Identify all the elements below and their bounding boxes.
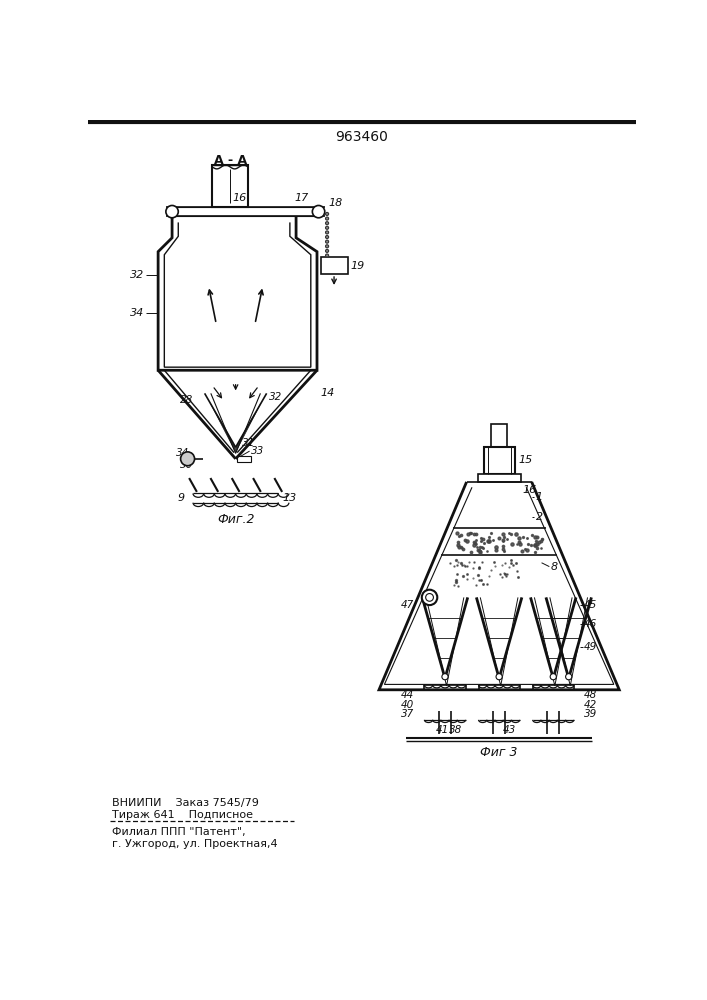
Text: 34: 34 [176, 448, 189, 458]
Circle shape [312, 205, 325, 218]
Text: 42: 42 [584, 700, 597, 710]
Text: 17: 17 [294, 193, 309, 203]
Text: 33: 33 [251, 446, 264, 456]
Circle shape [325, 217, 329, 220]
Text: 16: 16 [522, 485, 537, 495]
Circle shape [422, 590, 438, 605]
Text: 47: 47 [401, 600, 414, 610]
Text: 48: 48 [584, 690, 597, 700]
Text: 18: 18 [329, 198, 343, 208]
Text: Фиг.2: Фиг.2 [217, 513, 255, 526]
Circle shape [325, 249, 329, 252]
Circle shape [325, 222, 329, 225]
Circle shape [325, 231, 329, 234]
Text: Фиг 3: Фиг 3 [480, 746, 518, 759]
Text: 45: 45 [584, 600, 597, 610]
Bar [212, 165, 248, 207]
Circle shape [180, 452, 194, 466]
Circle shape [566, 674, 572, 680]
Circle shape [442, 674, 448, 680]
Text: 1: 1 [535, 492, 543, 502]
Circle shape [496, 674, 502, 680]
Circle shape [325, 226, 329, 229]
Circle shape [166, 205, 178, 218]
Text: 8: 8 [551, 562, 558, 572]
Bar [237, 456, 251, 462]
Text: 40: 40 [401, 700, 414, 710]
Text: 37: 37 [401, 709, 414, 719]
Text: 28: 28 [180, 395, 193, 405]
Text: Тираж 641    Подписное: Тираж 641 Подписное [112, 810, 252, 820]
Text: 31: 31 [242, 438, 255, 448]
Text: 49: 49 [584, 642, 597, 652]
Text: 13: 13 [282, 493, 296, 503]
Text: 34: 34 [130, 308, 144, 318]
Text: 14: 14 [321, 388, 335, 398]
Bar [478, 474, 521, 482]
Text: 2: 2 [535, 512, 543, 522]
Circle shape [550, 674, 556, 680]
Text: 41: 41 [436, 725, 449, 735]
Text: 15: 15 [518, 455, 533, 465]
Text: 38: 38 [449, 725, 462, 735]
Circle shape [325, 245, 329, 248]
Text: 16: 16 [233, 193, 247, 203]
Text: 46: 46 [584, 619, 597, 629]
Text: 19: 19 [351, 261, 365, 271]
Text: 9: 9 [178, 493, 185, 503]
Text: A - A: A - A [214, 154, 247, 167]
Text: 32: 32 [130, 270, 144, 280]
Text: 43: 43 [503, 725, 516, 735]
Text: Филиал ППП "Патент",: Филиал ППП "Патент", [112, 827, 245, 837]
Circle shape [325, 240, 329, 243]
Text: 963460: 963460 [336, 130, 388, 144]
Text: 32: 32 [269, 392, 282, 402]
Bar [484, 447, 515, 474]
Text: г. Ужгород, ул. Проектная,4: г. Ужгород, ул. Проектная,4 [112, 839, 277, 849]
Text: 39: 39 [584, 709, 597, 719]
Circle shape [325, 254, 329, 257]
Text: 44: 44 [401, 690, 414, 700]
Circle shape [325, 235, 329, 239]
Text: 30: 30 [180, 460, 193, 470]
Bar [321, 257, 348, 274]
Bar [491, 424, 507, 447]
Text: ВНИИПИ    Заказ 7545/79: ВНИИПИ Заказ 7545/79 [112, 798, 259, 808]
Circle shape [325, 212, 329, 215]
